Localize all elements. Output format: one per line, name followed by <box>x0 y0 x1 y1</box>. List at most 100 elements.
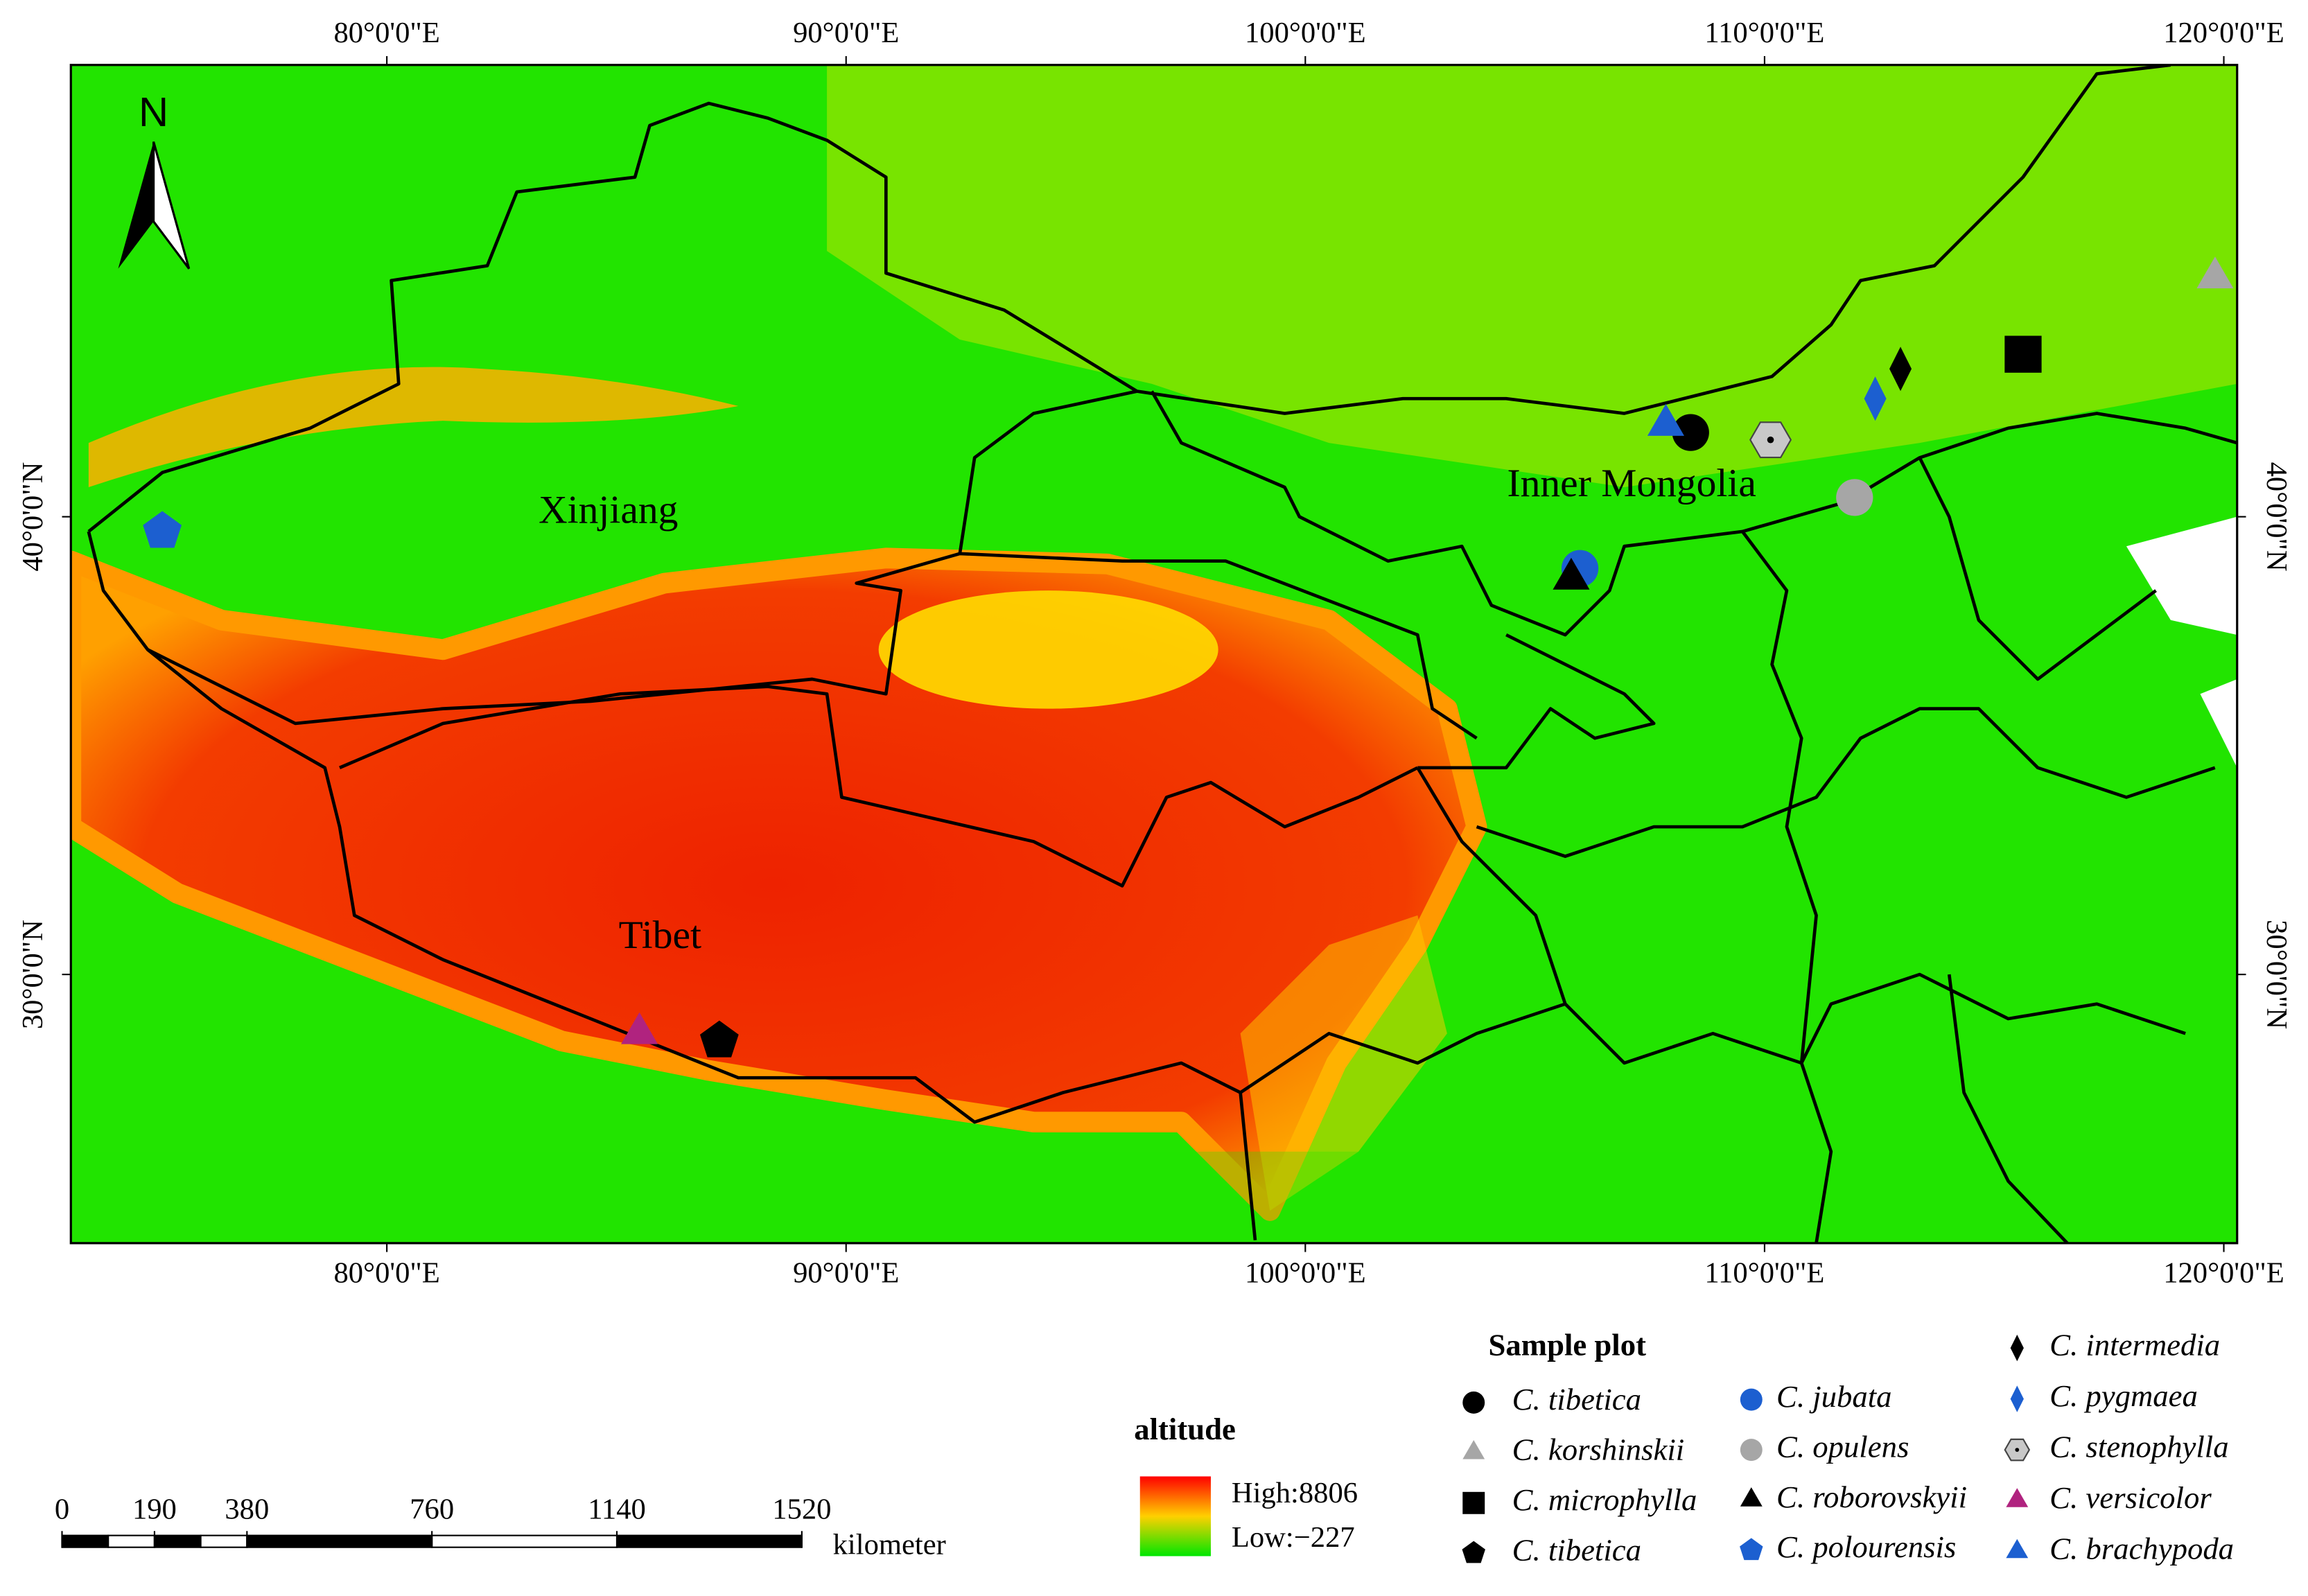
legend-symbol-shape <box>2006 1488 2029 1507</box>
x-tick-label-bottom: 100°0'0"E <box>1245 1256 1366 1289</box>
x-tick-label-top: 90°0'0"E <box>793 17 899 49</box>
legend-symbol <box>1740 1538 1763 1561</box>
sample-point-shape <box>621 1012 658 1044</box>
sample-point <box>1889 347 1912 392</box>
sample-point-shape <box>1836 479 1873 516</box>
sample-point-shape <box>1672 414 1709 451</box>
sample-point <box>2196 256 2234 289</box>
legend-symbol <box>1462 1391 1485 1414</box>
legend-entry: C. microphylla <box>1512 1482 1697 1517</box>
y-tick-label-left: 30°0'0"N <box>17 920 49 1029</box>
x-tick-label-top: 80°0'0"E <box>333 17 439 49</box>
legend-entry: C. tibetica <box>1512 1382 1641 1417</box>
x-tick-label-bottom: 90°0'0"E <box>793 1256 899 1289</box>
scale-label: 760 <box>410 1493 454 1525</box>
legend-symbol-dot <box>2015 1448 2020 1452</box>
scale-segment <box>200 1534 248 1548</box>
scale-segment <box>107 1534 155 1548</box>
legend-symbol <box>2010 1385 2024 1412</box>
legend-symbol <box>1740 1487 1763 1507</box>
map-frame <box>69 64 2239 1245</box>
y-tick-label-right: 30°0'0"N <box>2260 920 2293 1029</box>
x-tick-label-top: 110°0'0"E <box>1704 17 1824 49</box>
legend-entry: C. roborovskyii <box>1776 1480 1967 1514</box>
legend-symbol <box>1740 1388 1763 1411</box>
legend-symbol <box>2004 1438 2031 1462</box>
legend-entry: C. polourensis <box>1776 1529 1956 1564</box>
legend-entry: C. intermedia <box>2049 1327 2220 1362</box>
region-label: Inner Mongolia <box>1507 462 1756 505</box>
sample-point <box>2004 335 2042 373</box>
sample-point <box>621 1012 658 1044</box>
legend-symbol-shape <box>1740 1388 1763 1411</box>
x-tick-label-bottom: 110°0'0"E <box>1704 1256 1824 1289</box>
altitude-ramp <box>1139 1476 1212 1556</box>
scale-label: 190 <box>132 1493 177 1525</box>
sample-point-shape <box>1864 376 1887 421</box>
sample-point <box>699 1020 739 1058</box>
legend-symbol <box>1462 1491 1485 1514</box>
x-tick-label-bottom: 80°0'0"E <box>333 1256 439 1289</box>
sample-point <box>143 511 182 548</box>
altitude-high: High:8806 <box>1232 1477 1358 1509</box>
x-tick-label-top: 100°0'0"E <box>1245 17 1366 49</box>
legend-entry: C. brachypoda <box>2049 1531 2234 1566</box>
scale-segment <box>246 1534 433 1548</box>
legend-title: Sample plot <box>1489 1327 1647 1362</box>
sample-point <box>1864 376 1887 421</box>
sample-point-shape <box>1889 347 1912 392</box>
scale-segment <box>153 1534 202 1548</box>
scale-segment <box>61 1534 110 1548</box>
sample-point-shape <box>1647 403 1684 436</box>
sample-point <box>1647 403 1684 436</box>
x-tick-label-top: 120°0'0"E <box>2163 17 2284 49</box>
altitude-title: altitude <box>1134 1412 1236 1446</box>
legend-symbol-shape <box>2010 1385 2024 1412</box>
scale-label: 380 <box>225 1493 269 1525</box>
legend-symbol-shape <box>1740 1538 1763 1561</box>
legend-entry: C. korshinskii <box>1512 1432 1685 1467</box>
scale-label: 1520 <box>772 1493 831 1525</box>
legend-symbol <box>1462 1541 1485 1563</box>
legend-symbol <box>2006 1538 2029 1559</box>
legend-entry: C. stenophylla <box>2049 1429 2228 1464</box>
sample-point-dot <box>1767 436 1774 444</box>
legend-entry: C. versicolor <box>2049 1480 2212 1515</box>
sample-point-shape <box>2004 335 2042 373</box>
north-arrow: N <box>118 89 191 270</box>
legend-symbol-shape <box>1462 1391 1485 1414</box>
legend-symbol <box>1462 1439 1485 1459</box>
scale-segment <box>615 1534 803 1548</box>
sample-point-shape <box>2196 256 2234 289</box>
legend-symbol <box>2010 1334 2024 1362</box>
legend-symbol-shape <box>2006 1538 2029 1559</box>
scale-label: 1140 <box>588 1493 646 1525</box>
sample-point <box>1672 414 1709 451</box>
region-label: Tibet <box>619 913 701 957</box>
terrain <box>71 64 2237 1243</box>
legend-symbol <box>1740 1439 1763 1462</box>
sample-point <box>1553 557 1590 590</box>
scale-segment <box>431 1534 618 1548</box>
y-tick-label-right: 40°0'0"N <box>2260 462 2293 572</box>
legend-symbol-shape <box>1740 1487 1763 1507</box>
legend-entry: C. jubata <box>1776 1379 1892 1414</box>
scale-label: 0 <box>55 1493 69 1525</box>
legend-symbol-shape <box>1462 1491 1485 1514</box>
sample-point <box>1749 421 1792 459</box>
sample-point-shape <box>1553 557 1590 590</box>
altitude-low: Low:−227 <box>1232 1521 1355 1554</box>
legend-symbol-shape <box>1462 1541 1485 1563</box>
y-tick-label-left: 40°0'0"N <box>17 462 49 572</box>
legend-entry: C. tibetica <box>1512 1532 1641 1567</box>
sample-point-shape <box>143 511 182 548</box>
region-label: Xinjiang <box>539 489 678 532</box>
sample-point <box>1836 479 1873 516</box>
legend-entry: C. pygmaea <box>2049 1378 2198 1413</box>
legend-symbol-shape <box>2010 1334 2024 1362</box>
boundaries <box>87 64 2237 1243</box>
x-tick-label-bottom: 120°0'0"E <box>2163 1256 2284 1289</box>
legend-symbol <box>2006 1488 2029 1507</box>
